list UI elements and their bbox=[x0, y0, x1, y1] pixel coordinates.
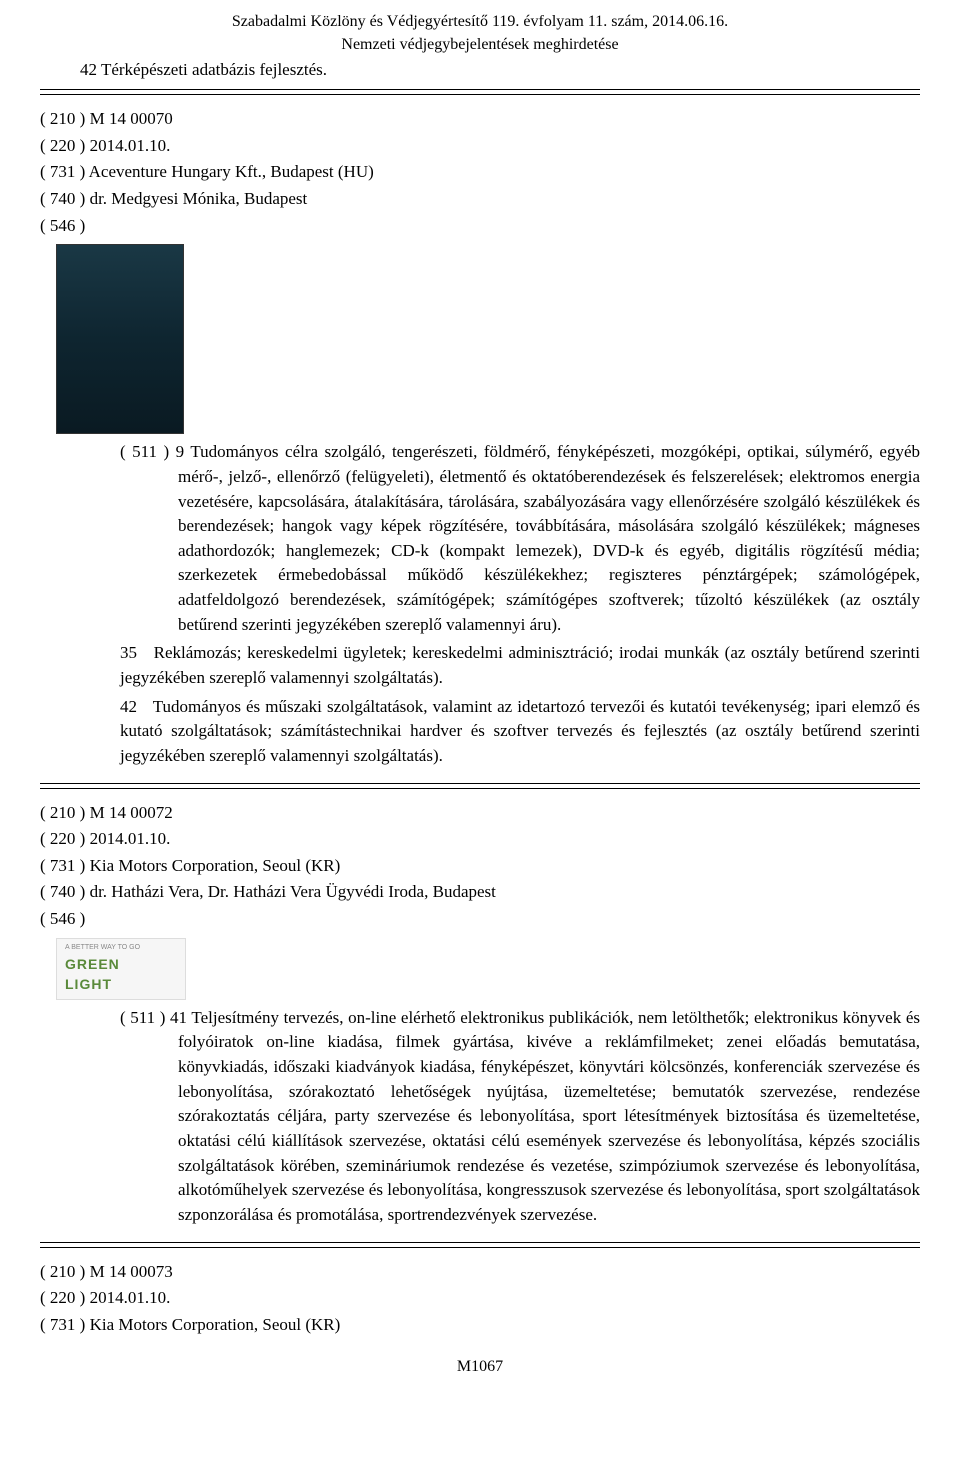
prev-record-class-42: 42 Térképészeti adatbázis fejlesztés. bbox=[40, 58, 920, 83]
record-separator-thin bbox=[40, 788, 920, 789]
rule-top-thick bbox=[40, 89, 920, 90]
record-field-line: ( 220 ) 2014.01.10. bbox=[40, 134, 920, 159]
record-field-line: ( 546 ) bbox=[40, 214, 920, 239]
logo-tagline: A BETTER WAY TO GO bbox=[65, 943, 185, 953]
record-field-line: ( 731 ) Kia Motors Corporation, Seoul (K… bbox=[40, 1313, 920, 1338]
class-list: ( 511 ) 9 Tudományos célra szolgáló, ten… bbox=[120, 440, 920, 768]
class-entry: ( 511 ) 9 Tudományos célra szolgáló, ten… bbox=[120, 440, 920, 637]
record-field-line: ( 220 ) 2014.01.10. bbox=[40, 1286, 920, 1311]
record-field-line: ( 740 ) dr. Hatházi Vera, Dr. Hatházi Ve… bbox=[40, 880, 920, 905]
class-number: 35 bbox=[120, 641, 148, 666]
record-field-line: ( 731 ) Kia Motors Corporation, Seoul (K… bbox=[40, 854, 920, 879]
record-separator-thick bbox=[40, 783, 920, 784]
header-line-1: Szabadalmi Közlöny és Védjegyértesítő 11… bbox=[40, 10, 920, 33]
logo-text-2: LIGHT bbox=[65, 974, 185, 994]
record-field-line: ( 731 ) Aceventure Hungary Kft., Budapes… bbox=[40, 160, 920, 185]
page-number: M1067 bbox=[40, 1355, 920, 1378]
rule-top-thin bbox=[40, 94, 920, 95]
record-field-line: ( 210 ) M 14 00070 bbox=[40, 107, 920, 132]
header-line-2: Nemzeti védjegybejelentések meghirdetése bbox=[40, 33, 920, 56]
trademark-record: ( 210 ) M 14 00070( 220 ) 2014.01.10.( 7… bbox=[40, 107, 920, 769]
record-field-line: ( 546 ) bbox=[40, 907, 920, 932]
trademark-record: ( 210 ) M 14 00072( 220 ) 2014.01.10.( 7… bbox=[40, 801, 920, 1228]
trademark-record: ( 210 ) M 14 00073( 220 ) 2014.01.10.( 7… bbox=[40, 1260, 920, 1338]
class-entry: 42 Tudományos és műszaki szolgáltatások,… bbox=[120, 695, 920, 769]
record-field-line: ( 210 ) M 14 00073 bbox=[40, 1260, 920, 1285]
class-entry: 35 Reklámozás; kereskedelmi ügyletek; ke… bbox=[120, 641, 920, 690]
record-field-line: ( 210 ) M 14 00072 bbox=[40, 801, 920, 826]
class-list: ( 511 ) 41 Teljesítmény tervezés, on-lin… bbox=[120, 1006, 920, 1228]
class-number: 42 bbox=[120, 695, 148, 720]
class-entry: ( 511 ) 41 Teljesítmény tervezés, on-lin… bbox=[120, 1006, 920, 1228]
record-field-line: ( 220 ) 2014.01.10. bbox=[40, 827, 920, 852]
record-separator-thin bbox=[40, 1247, 920, 1248]
logo-text-1: GREEN bbox=[65, 954, 185, 974]
trademark-image: A BETTER WAY TO GOGREENLIGHT bbox=[56, 938, 186, 1000]
trademark-image bbox=[56, 244, 184, 434]
record-separator-thick bbox=[40, 1242, 920, 1243]
record-field-line: ( 740 ) dr. Medgyesi Mónika, Budapest bbox=[40, 187, 920, 212]
gazette-header: Szabadalmi Közlöny és Védjegyértesítő 11… bbox=[40, 10, 920, 56]
